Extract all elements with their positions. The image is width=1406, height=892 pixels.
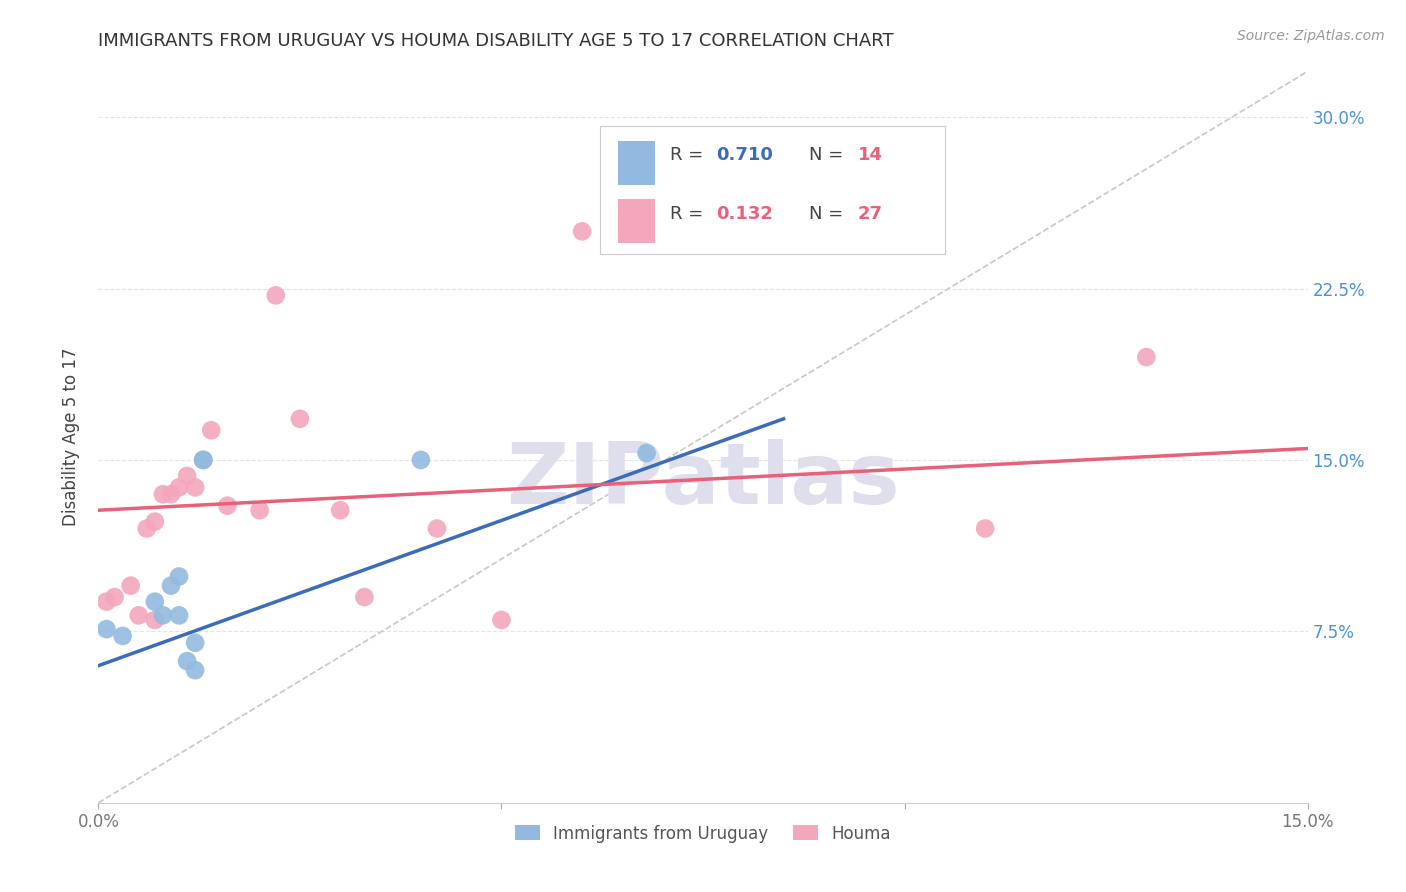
Point [96, 595, 118, 609]
Point [160, 579, 183, 593]
Point [143, 595, 166, 609]
Point [135, 521, 157, 535]
Point [288, 412, 311, 426]
Point [193, 453, 215, 467]
Point [143, 613, 166, 627]
Point [636, 183, 658, 197]
Bar [619, 200, 655, 244]
Point [152, 608, 174, 623]
Point [176, 654, 198, 668]
Point [1135, 350, 1157, 364]
Point [353, 590, 375, 604]
Point [184, 636, 207, 650]
Point [184, 480, 207, 494]
Point [167, 569, 190, 583]
Point [636, 446, 658, 460]
Text: R =: R = [671, 146, 710, 164]
Point [193, 453, 215, 467]
Point [426, 521, 449, 535]
Point [409, 453, 432, 467]
Point [329, 503, 352, 517]
Point [217, 499, 239, 513]
Point [491, 613, 513, 627]
Point [193, 453, 215, 467]
Point [120, 579, 142, 593]
Point [167, 608, 190, 623]
Point [160, 487, 183, 501]
Point [974, 521, 997, 535]
Y-axis label: Disability Age 5 to 17: Disability Age 5 to 17 [62, 348, 80, 526]
Text: Source: ZipAtlas.com: Source: ZipAtlas.com [1237, 29, 1385, 44]
Text: 0.132: 0.132 [716, 205, 773, 223]
Point [184, 663, 207, 677]
Point [96, 622, 118, 636]
Point [249, 503, 271, 517]
Point [200, 423, 222, 437]
Text: 14: 14 [858, 146, 883, 164]
Text: N =: N = [810, 205, 849, 223]
Point [772, 137, 794, 152]
Text: IMMIGRANTS FROM URUGUAY VS HOUMA DISABILITY AGE 5 TO 17 CORRELATION CHART: IMMIGRANTS FROM URUGUAY VS HOUMA DISABIL… [98, 32, 894, 50]
Bar [619, 141, 655, 185]
Point [111, 629, 134, 643]
Point [143, 515, 166, 529]
Text: 0.710: 0.710 [716, 146, 773, 164]
Point [152, 487, 174, 501]
Text: 27: 27 [858, 205, 883, 223]
Text: R =: R = [671, 205, 710, 223]
Point [571, 224, 593, 238]
Point [103, 590, 125, 604]
Point [176, 469, 198, 483]
Legend: Immigrants from Uruguay, Houma: Immigrants from Uruguay, Houma [508, 818, 898, 849]
Text: ZIPatlas: ZIPatlas [506, 440, 900, 523]
Point [128, 608, 150, 623]
FancyBboxPatch shape [600, 126, 945, 254]
Point [264, 288, 287, 302]
Point [167, 480, 190, 494]
Text: N =: N = [810, 146, 849, 164]
